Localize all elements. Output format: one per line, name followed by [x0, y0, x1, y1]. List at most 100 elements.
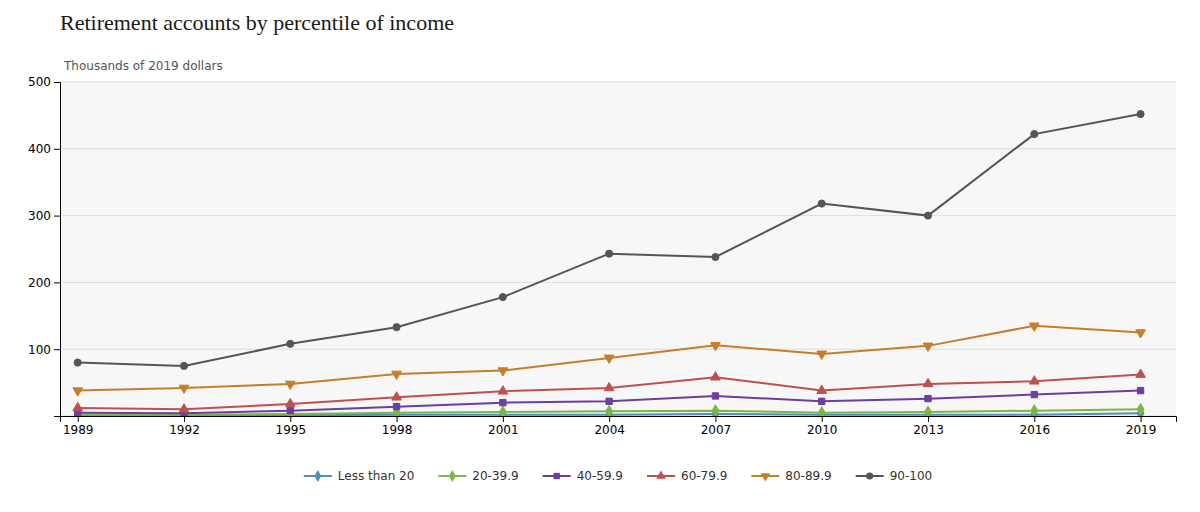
legend-marker — [449, 470, 456, 482]
series-line — [78, 375, 1141, 410]
series-line — [78, 391, 1141, 414]
point — [287, 408, 294, 416]
plot-background — [60, 82, 1176, 416]
y-tick-label: 100 — [28, 343, 51, 357]
legend: Less than 2020-39.940-59.960-79.980-89.9… — [304, 469, 932, 483]
series — [73, 369, 1145, 412]
y-tick-label: 300 — [28, 209, 51, 223]
legend-item: Less than 20 — [304, 469, 415, 483]
y-axis-line — [54, 83, 61, 417]
y-tick-mark — [54, 82, 60, 83]
legend-item: 40-59.9 — [543, 469, 623, 483]
y-tick-label: 200 — [28, 276, 51, 290]
series-group — [73, 110, 1145, 416]
point — [924, 212, 931, 219]
point — [711, 372, 721, 380]
legend-marker — [314, 470, 321, 482]
x-tick: 1995 — [276, 416, 307, 437]
y-tick: 300 — [28, 209, 60, 223]
x-tick-label: 2016 — [1020, 423, 1051, 437]
title: Retirement accounts by percentile of inc… — [60, 10, 454, 35]
x-tick-mark — [1034, 416, 1035, 422]
y-tick-mark — [54, 416, 60, 417]
x-axis-line — [61, 417, 1177, 423]
point — [818, 407, 825, 416]
point — [923, 343, 933, 351]
legend-label: 20-39.9 — [472, 469, 518, 483]
x-tick-label: 1998 — [382, 423, 413, 437]
x-tick-label: 2010 — [807, 423, 838, 437]
y-tick-mark — [54, 149, 60, 150]
grid-line — [60, 215, 1176, 216]
x-tick-label: 1992 — [169, 423, 200, 437]
point — [1136, 369, 1146, 377]
point — [1031, 405, 1038, 416]
x-tick-label: 2019 — [1126, 423, 1157, 437]
x-tick-mark — [503, 416, 504, 422]
point — [712, 405, 719, 416]
point — [285, 381, 295, 389]
y-axis: 100 200 300 400 500 — [28, 75, 60, 416]
point — [180, 362, 187, 369]
point — [393, 324, 400, 331]
point — [712, 253, 719, 260]
point — [925, 395, 931, 401]
legend-label: 40-59.9 — [577, 469, 623, 483]
point — [1031, 391, 1037, 397]
legend-marker — [866, 472, 873, 479]
point — [500, 399, 506, 405]
y-tick: 500 — [28, 75, 60, 89]
point — [923, 378, 933, 386]
point — [606, 250, 613, 257]
point — [1137, 110, 1144, 117]
grid-line — [60, 282, 1176, 283]
point — [392, 392, 402, 400]
point — [287, 407, 293, 413]
y-tick-label: 400 — [28, 142, 51, 156]
legend-label: Less than 20 — [338, 469, 415, 483]
point — [1137, 387, 1143, 393]
legend-label: 80-89.9 — [785, 469, 831, 483]
x-tick-mark — [184, 416, 185, 422]
legend-marker — [554, 473, 560, 479]
point — [498, 368, 508, 376]
x-tick: 2016 — [1020, 416, 1051, 437]
series-line — [78, 114, 1141, 366]
y-tick — [54, 416, 60, 417]
point — [1031, 131, 1038, 138]
plot: 1989199219951998200120042007201020132016… — [28, 75, 1176, 436]
point — [711, 342, 721, 350]
point — [817, 351, 827, 359]
series-line — [78, 326, 1141, 391]
point — [1029, 323, 1039, 331]
point — [179, 404, 189, 412]
series — [74, 110, 1144, 369]
grid — [60, 82, 1176, 416]
point — [285, 398, 295, 406]
x-tick-mark — [609, 416, 610, 422]
x-tick: 2004 — [594, 416, 625, 437]
point — [817, 385, 827, 393]
y-tick-mark — [54, 349, 60, 350]
legend-item: 80-89.9 — [751, 469, 831, 483]
series — [73, 323, 1145, 396]
y-tick: 200 — [28, 276, 60, 290]
point — [925, 406, 932, 416]
x-tick-mark — [928, 416, 929, 422]
x-tick-mark — [822, 416, 823, 422]
point — [499, 294, 506, 301]
x-tick-label: 2004 — [594, 423, 625, 437]
x-tick-mark — [715, 416, 716, 422]
x-tick: 1998 — [382, 416, 413, 437]
point — [712, 393, 718, 399]
x-tick-mark — [290, 416, 291, 422]
x-tick-mark — [78, 416, 79, 422]
grid-line — [60, 148, 1176, 149]
point — [1136, 330, 1146, 338]
point — [1029, 376, 1039, 384]
legend-item: 90-100 — [856, 469, 933, 483]
y-tick-mark — [54, 282, 60, 283]
x-tick-label: 1995 — [276, 423, 307, 437]
x-tick-label: 1989 — [63, 423, 94, 437]
x-tick: 2007 — [701, 416, 732, 437]
